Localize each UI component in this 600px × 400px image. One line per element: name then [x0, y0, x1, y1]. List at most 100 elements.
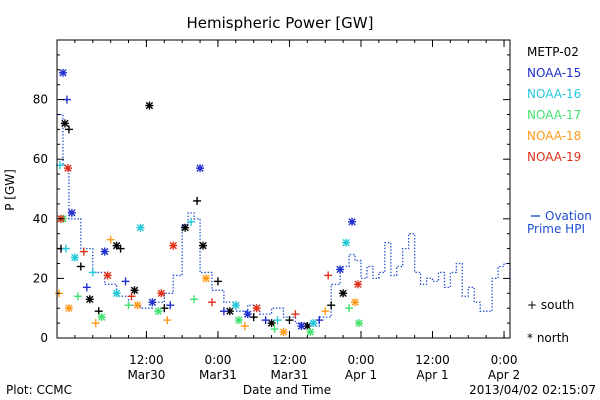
point-noaa-17-6: [234, 316, 243, 325]
point-metp-02-3: [76, 262, 85, 271]
point-noaa-17-7: [270, 325, 279, 334]
point-metp-02-2: [64, 125, 73, 134]
point-metp-02-4: [85, 295, 94, 304]
point-noaa-17-9: [345, 304, 354, 313]
point-metp-02-15: [225, 307, 234, 316]
x-tick-date-1: Mar31: [199, 368, 237, 382]
point-noaa-18-9: [321, 307, 330, 316]
point-noaa-15-10: [243, 310, 252, 319]
legend-ovation-label: Ovation: [545, 209, 592, 223]
point-metp-02-7: [116, 244, 125, 253]
y-tick-label-60: 60: [33, 152, 48, 166]
axes: 02040608012:00Mar300:00Mar3112:00Mar310:…: [33, 39, 520, 382]
x-tick-date-4: Apr 1: [416, 368, 448, 382]
point-noaa-18-4: [133, 301, 142, 310]
x-tick-time-0: 12:00: [129, 353, 164, 367]
point-metp-02-9: [145, 101, 154, 110]
plot-credit: Plot: CCMC: [6, 383, 72, 397]
x-tick-date-5: Apr 2: [488, 368, 520, 382]
plot-timestamp: 2013/04/02 02:15:07: [469, 383, 596, 397]
point-noaa-19-4: [127, 292, 136, 301]
point-noaa-19-7: [207, 298, 216, 307]
point-noaa-17-1: [73, 292, 82, 301]
x-tick-time-5: 0:00: [491, 353, 518, 367]
x-tick-time-4: 12:00: [415, 353, 450, 367]
legend-metp-02: METP-02: [527, 45, 579, 59]
point-noaa-15-11: [261, 316, 270, 325]
legend-noaa-16: NOAA-16: [527, 87, 581, 101]
point-metp-02-20: [327, 301, 336, 310]
point-noaa-16-3: [88, 268, 97, 277]
point-noaa-19-11: [354, 280, 363, 289]
x-tick-time-1: 0:00: [204, 353, 231, 367]
y-tick-label-20: 20: [33, 271, 48, 285]
point-noaa-19-9: [291, 310, 300, 319]
point-noaa-16-8: [273, 316, 282, 325]
point-noaa-15-0: [58, 68, 67, 77]
x-axis-label: Date and Time: [243, 383, 331, 397]
point-metp-02-14: [213, 277, 222, 286]
point-noaa-15-3: [82, 283, 91, 292]
point-noaa-16-1: [61, 244, 70, 253]
point-metp-02-17: [267, 319, 276, 328]
ovation-line: [57, 113, 511, 327]
point-noaa-18-5: [163, 316, 172, 325]
point-noaa-19-3: [103, 271, 112, 280]
point-noaa-19-5: [157, 289, 166, 298]
point-noaa-15-15: [348, 217, 357, 226]
point-metp-02-18: [285, 316, 294, 325]
point-metp-02-12: [193, 196, 202, 205]
point-noaa-19-10: [324, 271, 333, 280]
point-noaa-16-6: [187, 217, 196, 226]
point-noaa-16-9: [309, 319, 318, 328]
y-tick-label-0: 0: [40, 331, 48, 345]
point-noaa-18-2: [91, 319, 100, 328]
x-tick-date-0: Mar30: [127, 368, 165, 382]
legend-noaa-17: NOAA-17: [527, 108, 581, 122]
y-axis-label: P [GW]: [3, 169, 17, 211]
point-noaa-18-6: [202, 274, 211, 283]
x-tick-date-2: Mar31: [270, 368, 308, 382]
point-noaa-16-7: [231, 301, 240, 310]
y-tick-label-40: 40: [33, 212, 48, 226]
point-noaa-18-10: [351, 298, 360, 307]
point-noaa-15-14: [336, 265, 345, 274]
point-metp-02-11: [181, 223, 190, 232]
data-points: [54, 68, 363, 337]
plot-frame: [56, 39, 511, 339]
ovation-series: [57, 113, 511, 327]
legend-south: + south: [527, 298, 574, 312]
point-noaa-17-8: [306, 328, 315, 337]
point-metp-02-21: [339, 289, 348, 298]
legend-noaa-15: NOAA-15: [527, 66, 581, 80]
x-tick-time-3: 0:00: [348, 353, 375, 367]
point-noaa-19-1: [63, 164, 72, 173]
point-noaa-17-5: [190, 295, 199, 304]
legend: METP-02 NOAA-15 NOAA-16 NOAA-17 NOAA-18 NOAA-…: [527, 45, 592, 345]
point-noaa-19-8: [252, 304, 261, 313]
y-tick-label-80: 80: [33, 93, 48, 107]
point-noaa-19-2: [79, 247, 88, 256]
point-noaa-15-12: [297, 322, 306, 331]
legend-noaa-18: NOAA-18: [527, 129, 581, 143]
point-noaa-16-4: [112, 289, 121, 298]
point-metp-02-1: [60, 119, 69, 128]
point-noaa-18-1: [64, 304, 73, 313]
point-noaa-16-5: [136, 223, 145, 232]
point-noaa-15-1: [62, 95, 71, 104]
point-noaa-15-4: [100, 247, 109, 256]
x-tick-date-3: Apr 1: [345, 368, 377, 382]
point-noaa-17-2: [97, 313, 106, 322]
point-noaa-18-3: [106, 235, 115, 244]
point-metp-02-13: [199, 241, 208, 250]
point-metp-02-8: [130, 286, 139, 295]
point-noaa-16-10: [342, 238, 351, 247]
legend-ovation-label-2: Prime HPI: [527, 222, 585, 236]
point-noaa-18-8: [279, 328, 288, 337]
chart-title: Hemispheric Power [GW]: [187, 14, 374, 32]
point-noaa-15-7: [166, 301, 175, 310]
point-noaa-17-10: [355, 319, 363, 328]
point-noaa-15-5: [121, 277, 130, 286]
point-noaa-19-6: [169, 241, 178, 250]
